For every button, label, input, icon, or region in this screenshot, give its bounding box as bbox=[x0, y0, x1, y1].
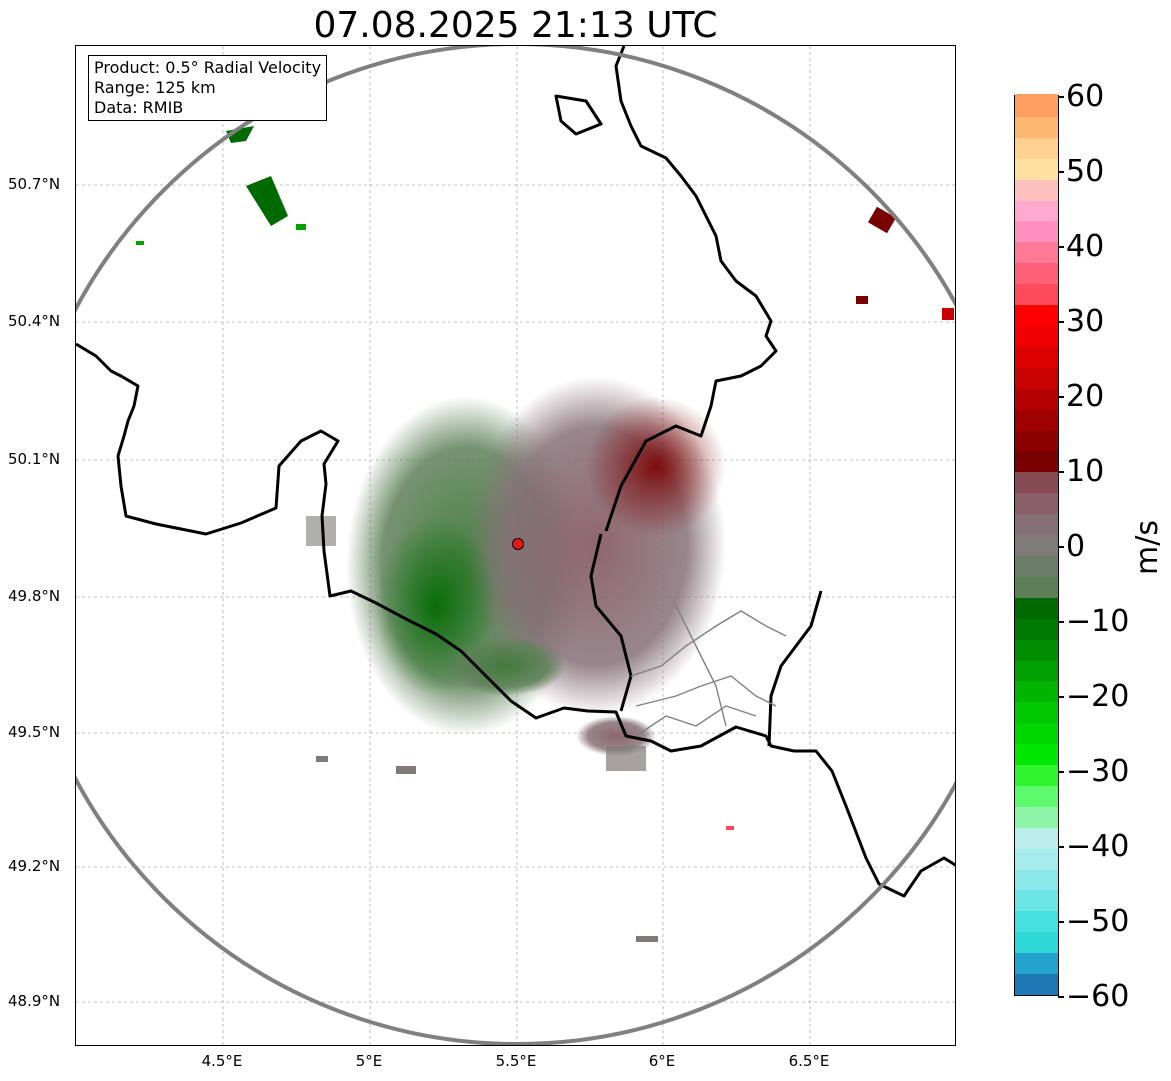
colorbar-segment bbox=[1015, 115, 1058, 138]
colorbar-segment bbox=[1015, 303, 1058, 326]
product-text: Product: 0.5° Radial Velocity bbox=[94, 58, 322, 77]
colorbar-segment bbox=[1015, 658, 1058, 682]
colorbar-tick: −40 bbox=[1057, 829, 1130, 864]
lon-label: 5.5°E bbox=[495, 1052, 537, 1070]
lat-label: 50.7°N bbox=[8, 175, 61, 193]
colorbar-segment bbox=[1015, 784, 1058, 807]
source-text: Data: RMIB bbox=[94, 98, 184, 117]
colorbar-segment bbox=[1015, 240, 1058, 264]
radar-site-marker bbox=[512, 538, 524, 550]
colorbar-segment bbox=[1015, 261, 1058, 285]
colorbar-segment bbox=[1015, 136, 1058, 159]
colorbar-segment bbox=[1015, 554, 1058, 577]
colorbar-tick: 50 bbox=[1057, 154, 1105, 189]
lon-label: 6°E bbox=[648, 1052, 676, 1070]
colorbar-segment bbox=[1015, 742, 1058, 766]
colorbar-segment bbox=[1015, 867, 1058, 891]
colorbar-segment bbox=[1015, 700, 1058, 724]
colorbar-segment bbox=[1015, 407, 1058, 431]
product-info-box: Product: 0.5° Radial Velocity Range: 125… bbox=[88, 55, 328, 121]
colorbar-segment bbox=[1015, 846, 1058, 870]
colorbar-tick: 10 bbox=[1057, 454, 1105, 489]
colorbar-segment bbox=[1015, 324, 1058, 347]
colorbar-segment bbox=[1015, 533, 1058, 556]
colorbar-segment bbox=[1015, 825, 1058, 849]
colorbar-segment bbox=[1015, 972, 1058, 995]
colorbar-segment bbox=[1015, 679, 1058, 703]
lon-label: 4.5°E bbox=[201, 1052, 243, 1070]
colorbar-tick: −30 bbox=[1057, 754, 1130, 789]
colorbar-segment bbox=[1015, 156, 1058, 180]
colorbar-segment bbox=[1015, 637, 1058, 661]
lat-label: 49.2°N bbox=[8, 857, 61, 875]
velocity-colorbar bbox=[1014, 94, 1059, 996]
colorbar-segment bbox=[1015, 763, 1058, 786]
lon-label: 6.5°E bbox=[788, 1052, 830, 1070]
colorbar-segment bbox=[1015, 177, 1058, 201]
range-text: Range: 125 km bbox=[94, 78, 216, 97]
colorbar-tick: −50 bbox=[1057, 904, 1130, 939]
colorbar-segment bbox=[1015, 428, 1058, 452]
colorbar-segment bbox=[1015, 909, 1058, 933]
range-ring bbox=[76, 46, 955, 1045]
colorbar-segment bbox=[1015, 345, 1058, 368]
lat-label: 50.4°N bbox=[8, 312, 61, 330]
colorbar-segment bbox=[1015, 930, 1058, 954]
region-borders bbox=[630, 605, 787, 737]
colorbar-segment bbox=[1015, 951, 1058, 975]
colorbar-tick: 60 bbox=[1057, 79, 1105, 114]
colorbar-tick: 0 bbox=[1057, 529, 1086, 564]
radar-map[interactable] bbox=[75, 45, 956, 1046]
colorbar-segment bbox=[1015, 282, 1058, 306]
colorbar-tick: −20 bbox=[1057, 679, 1130, 714]
colorbar-tick: 40 bbox=[1057, 229, 1105, 264]
colorbar-segment bbox=[1015, 888, 1058, 912]
colorbar-tick: −10 bbox=[1057, 604, 1130, 639]
lat-label: 49.5°N bbox=[8, 723, 61, 741]
colorbar-segment bbox=[1015, 386, 1058, 410]
colorbar-segment bbox=[1015, 449, 1058, 473]
colorbar-segment bbox=[1015, 219, 1058, 243]
colorbar-segment bbox=[1015, 721, 1058, 745]
colorbar-segment bbox=[1015, 575, 1058, 598]
colorbar-segment bbox=[1015, 805, 1058, 828]
colorbar-segment bbox=[1015, 366, 1058, 389]
colorbar-tick: 30 bbox=[1057, 304, 1105, 339]
lon-label: 5°E bbox=[355, 1052, 383, 1070]
lat-label: 49.8°N bbox=[8, 587, 61, 605]
colorbar-segment bbox=[1015, 94, 1058, 117]
colorbar-unit-label: m/s bbox=[1130, 520, 1165, 575]
country-borders bbox=[76, 46, 955, 898]
colorbar-segment bbox=[1015, 595, 1058, 619]
lat-label: 48.9°N bbox=[8, 992, 61, 1010]
colorbar-segment bbox=[1015, 198, 1058, 222]
lat-label: 50.1°N bbox=[8, 450, 61, 468]
colorbar-segment bbox=[1015, 491, 1058, 515]
map-canvas bbox=[76, 46, 955, 1045]
colorbar-tick: 20 bbox=[1057, 379, 1105, 414]
colorbar-tick: −60 bbox=[1057, 979, 1130, 1014]
colorbar-segment bbox=[1015, 616, 1058, 640]
colorbar-segment bbox=[1015, 512, 1058, 536]
velocity-echoes bbox=[136, 126, 954, 942]
colorbar-segment bbox=[1015, 470, 1058, 494]
map-title: 07.08.2025 21:13 UTC bbox=[313, 5, 718, 46]
